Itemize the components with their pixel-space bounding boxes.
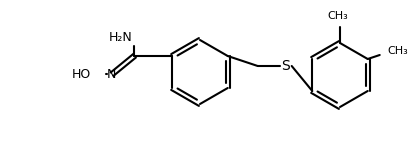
Text: CH₃: CH₃	[328, 11, 348, 21]
Text: S: S	[281, 59, 290, 73]
Text: H₂N: H₂N	[108, 31, 132, 44]
Text: N: N	[107, 69, 116, 81]
Text: CH₃: CH₃	[388, 46, 409, 56]
Text: HO: HO	[72, 68, 91, 81]
